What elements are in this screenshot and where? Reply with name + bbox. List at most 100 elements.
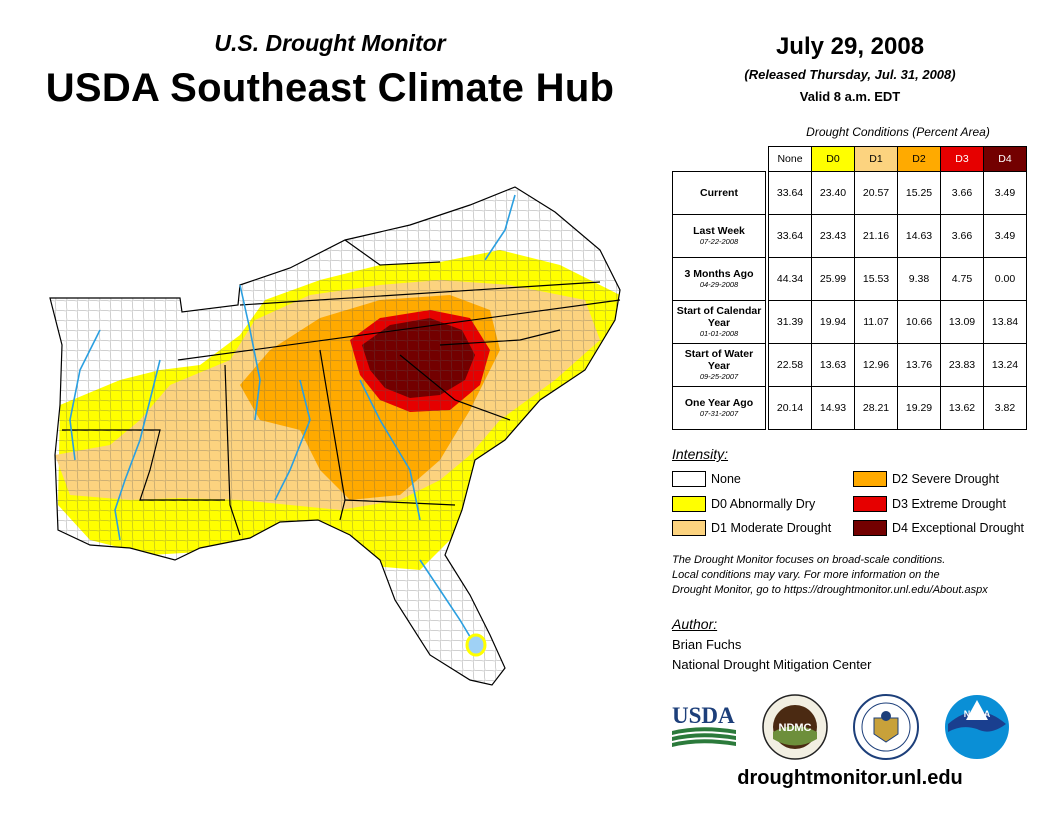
table-cell: 15.25 bbox=[897, 171, 941, 215]
county-boundaries bbox=[50, 187, 620, 685]
legend-label: D0 Abnormally Dry bbox=[711, 497, 816, 511]
rivers bbox=[69, 194, 516, 646]
legend-label: D1 Moderate Drought bbox=[711, 521, 832, 535]
noaa-logo-text: NOAA bbox=[964, 709, 991, 719]
state-boundaries bbox=[49, 186, 621, 686]
row-date: 04-29-2008 bbox=[699, 280, 739, 289]
legend-label: D4 Exceptional Drought bbox=[892, 521, 1025, 535]
legend-swatch bbox=[853, 496, 887, 512]
table-cell: 13.24 bbox=[983, 343, 1027, 387]
noaa-logo: NOAA bbox=[945, 695, 1009, 759]
table-corner bbox=[672, 146, 766, 172]
row-label: Start of Water Year 09-25-2007 bbox=[672, 343, 766, 387]
conditions-title: Drought Conditions (Percent Area) bbox=[806, 125, 990, 139]
table-cell: 15.53 bbox=[854, 257, 898, 301]
table-cell: 22.58 bbox=[768, 343, 812, 387]
table-cell: 23.43 bbox=[811, 214, 855, 258]
legend-item-d0: D0 Abnormally Dry bbox=[672, 496, 815, 512]
table-cell: 3.49 bbox=[983, 171, 1027, 215]
table-cell: 13.76 bbox=[897, 343, 941, 387]
legend-item-d4: D4 Exceptional Drought bbox=[853, 520, 1024, 536]
table-cell: 19.94 bbox=[811, 300, 855, 344]
table-cell: 44.34 bbox=[768, 257, 812, 301]
table-cell: 13.63 bbox=[811, 343, 855, 387]
table-row: Start of Water Year 09-25-2007 22.58 13.63 1… bbox=[672, 343, 1027, 387]
table-cell: 11.07 bbox=[854, 300, 898, 344]
legend-swatch bbox=[853, 520, 887, 536]
table-cell: 21.16 bbox=[854, 214, 898, 258]
column-header-d0: D0 bbox=[811, 146, 855, 172]
ndmc-logo: NDMC bbox=[762, 694, 828, 760]
map-subtitle: U.S. Drought Monitor bbox=[214, 30, 446, 56]
column-header-none: None bbox=[768, 146, 812, 172]
column-header-d2: D2 bbox=[897, 146, 941, 172]
table-cell: 12.96 bbox=[854, 343, 898, 387]
row-label-text: 3 Months Ago bbox=[684, 268, 754, 280]
drought-conditions-table: None D0 D1 D2 D3 D4 Current 33.64 23.40 20.… bbox=[672, 146, 1027, 430]
note-line: The Drought Monitor focuses on broad-sca… bbox=[672, 554, 946, 566]
footer-url[interactable]: droughtmonitor.unl.edu bbox=[737, 767, 963, 789]
table-cell: 0.00 bbox=[983, 257, 1027, 301]
row-label-text: Start of Water Year bbox=[684, 348, 754, 372]
table-row: 3 Months Ago 04-29-2008 44.34 25.99 15.53 9.3… bbox=[672, 257, 1027, 301]
table-cell: 23.40 bbox=[811, 171, 855, 215]
table-cell: 3.49 bbox=[983, 214, 1027, 258]
table-cell: 33.64 bbox=[768, 214, 812, 258]
legend-item-d3: D3 Extreme Drought bbox=[853, 496, 1006, 512]
table-cell: 9.38 bbox=[897, 257, 941, 301]
row-label: One Year Ago 07-31-2007 bbox=[672, 386, 766, 430]
row-date: 07-22-2008 bbox=[699, 237, 739, 246]
note-line: Drought Monitor, go to https://droughtmo… bbox=[672, 584, 988, 596]
table-row: One Year Ago 07-31-2007 20.14 14.93 28.21 19.… bbox=[672, 386, 1027, 430]
table-cell: 3.66 bbox=[940, 171, 984, 215]
legend-label: D3 Extreme Drought bbox=[892, 497, 1006, 511]
legend-item-d1: D1 Moderate Drought bbox=[672, 520, 831, 536]
table-cell: 20.14 bbox=[768, 386, 812, 430]
table-cell: 28.21 bbox=[854, 386, 898, 430]
column-header-d3: D3 bbox=[940, 146, 984, 172]
legend-swatch bbox=[672, 496, 706, 512]
row-label: Start of Calendar Year 01-01-2008 bbox=[672, 300, 766, 344]
usda-logo-text: USDA bbox=[672, 703, 735, 728]
table-cell: 14.93 bbox=[811, 386, 855, 430]
table-cell: 13.62 bbox=[940, 386, 984, 430]
intensity-title: Intensity: bbox=[672, 446, 729, 462]
table-cell: 14.63 bbox=[897, 214, 941, 258]
table-cell: 20.57 bbox=[854, 171, 898, 215]
row-date: 09-25-2007 bbox=[699, 372, 739, 381]
author-organization: National Drought Mitigation Center bbox=[672, 657, 872, 672]
column-header-d1: D1 bbox=[854, 146, 898, 172]
table-cell: 13.84 bbox=[983, 300, 1027, 344]
table-cell: 33.64 bbox=[768, 171, 812, 215]
table-cell: 3.66 bbox=[940, 214, 984, 258]
author-name: Brian Fuchs bbox=[672, 637, 742, 652]
legend-swatch bbox=[853, 471, 887, 487]
lake-okeechobee bbox=[465, 633, 487, 657]
table-cell: 4.75 bbox=[940, 257, 984, 301]
release-date: (Released Thursday, Jul. 31, 2008) bbox=[744, 67, 956, 82]
row-date: 07-31-2007 bbox=[699, 409, 739, 418]
table-gap bbox=[765, 146, 769, 172]
table-cell: 31.39 bbox=[768, 300, 812, 344]
table-cell: 19.29 bbox=[897, 386, 941, 430]
usda-logo: USDA bbox=[672, 703, 736, 747]
table-cell: 13.09 bbox=[940, 300, 984, 344]
table-row: Current 33.64 23.40 20.57 15.25 3.66 3.49 bbox=[672, 171, 1027, 215]
table-row: Last Week 07-22-2008 33.64 23.43 21.16 14.63 3… bbox=[672, 214, 1027, 258]
column-header-d4: D4 bbox=[983, 146, 1027, 172]
legend-label: D2 Severe Drought bbox=[892, 472, 1000, 486]
table-cell: 25.99 bbox=[811, 257, 855, 301]
map-date: July 29, 2008 bbox=[775, 33, 925, 60]
row-label-text: Start of Calendar Year bbox=[676, 305, 762, 329]
legend-item-none: None bbox=[672, 471, 741, 487]
row-date: 01-01-2008 bbox=[699, 329, 739, 338]
ndmc-logo-text: NDMC bbox=[779, 722, 812, 734]
valid-time: Valid 8 a.m. EDT bbox=[799, 89, 901, 104]
table-cell: 10.66 bbox=[897, 300, 941, 344]
commerce-seal-logo bbox=[853, 694, 919, 760]
legend-item-d2: D2 Severe Drought bbox=[853, 471, 999, 487]
table-row: Start of Calendar Year 01-01-2008 31.39 19.… bbox=[672, 300, 1027, 344]
row-label: 3 Months Ago 04-29-2008 bbox=[672, 257, 766, 301]
legend-label: None bbox=[711, 472, 741, 486]
disclaimer-note: The Drought Monitor focuses on broad-sca… bbox=[672, 553, 1052, 598]
